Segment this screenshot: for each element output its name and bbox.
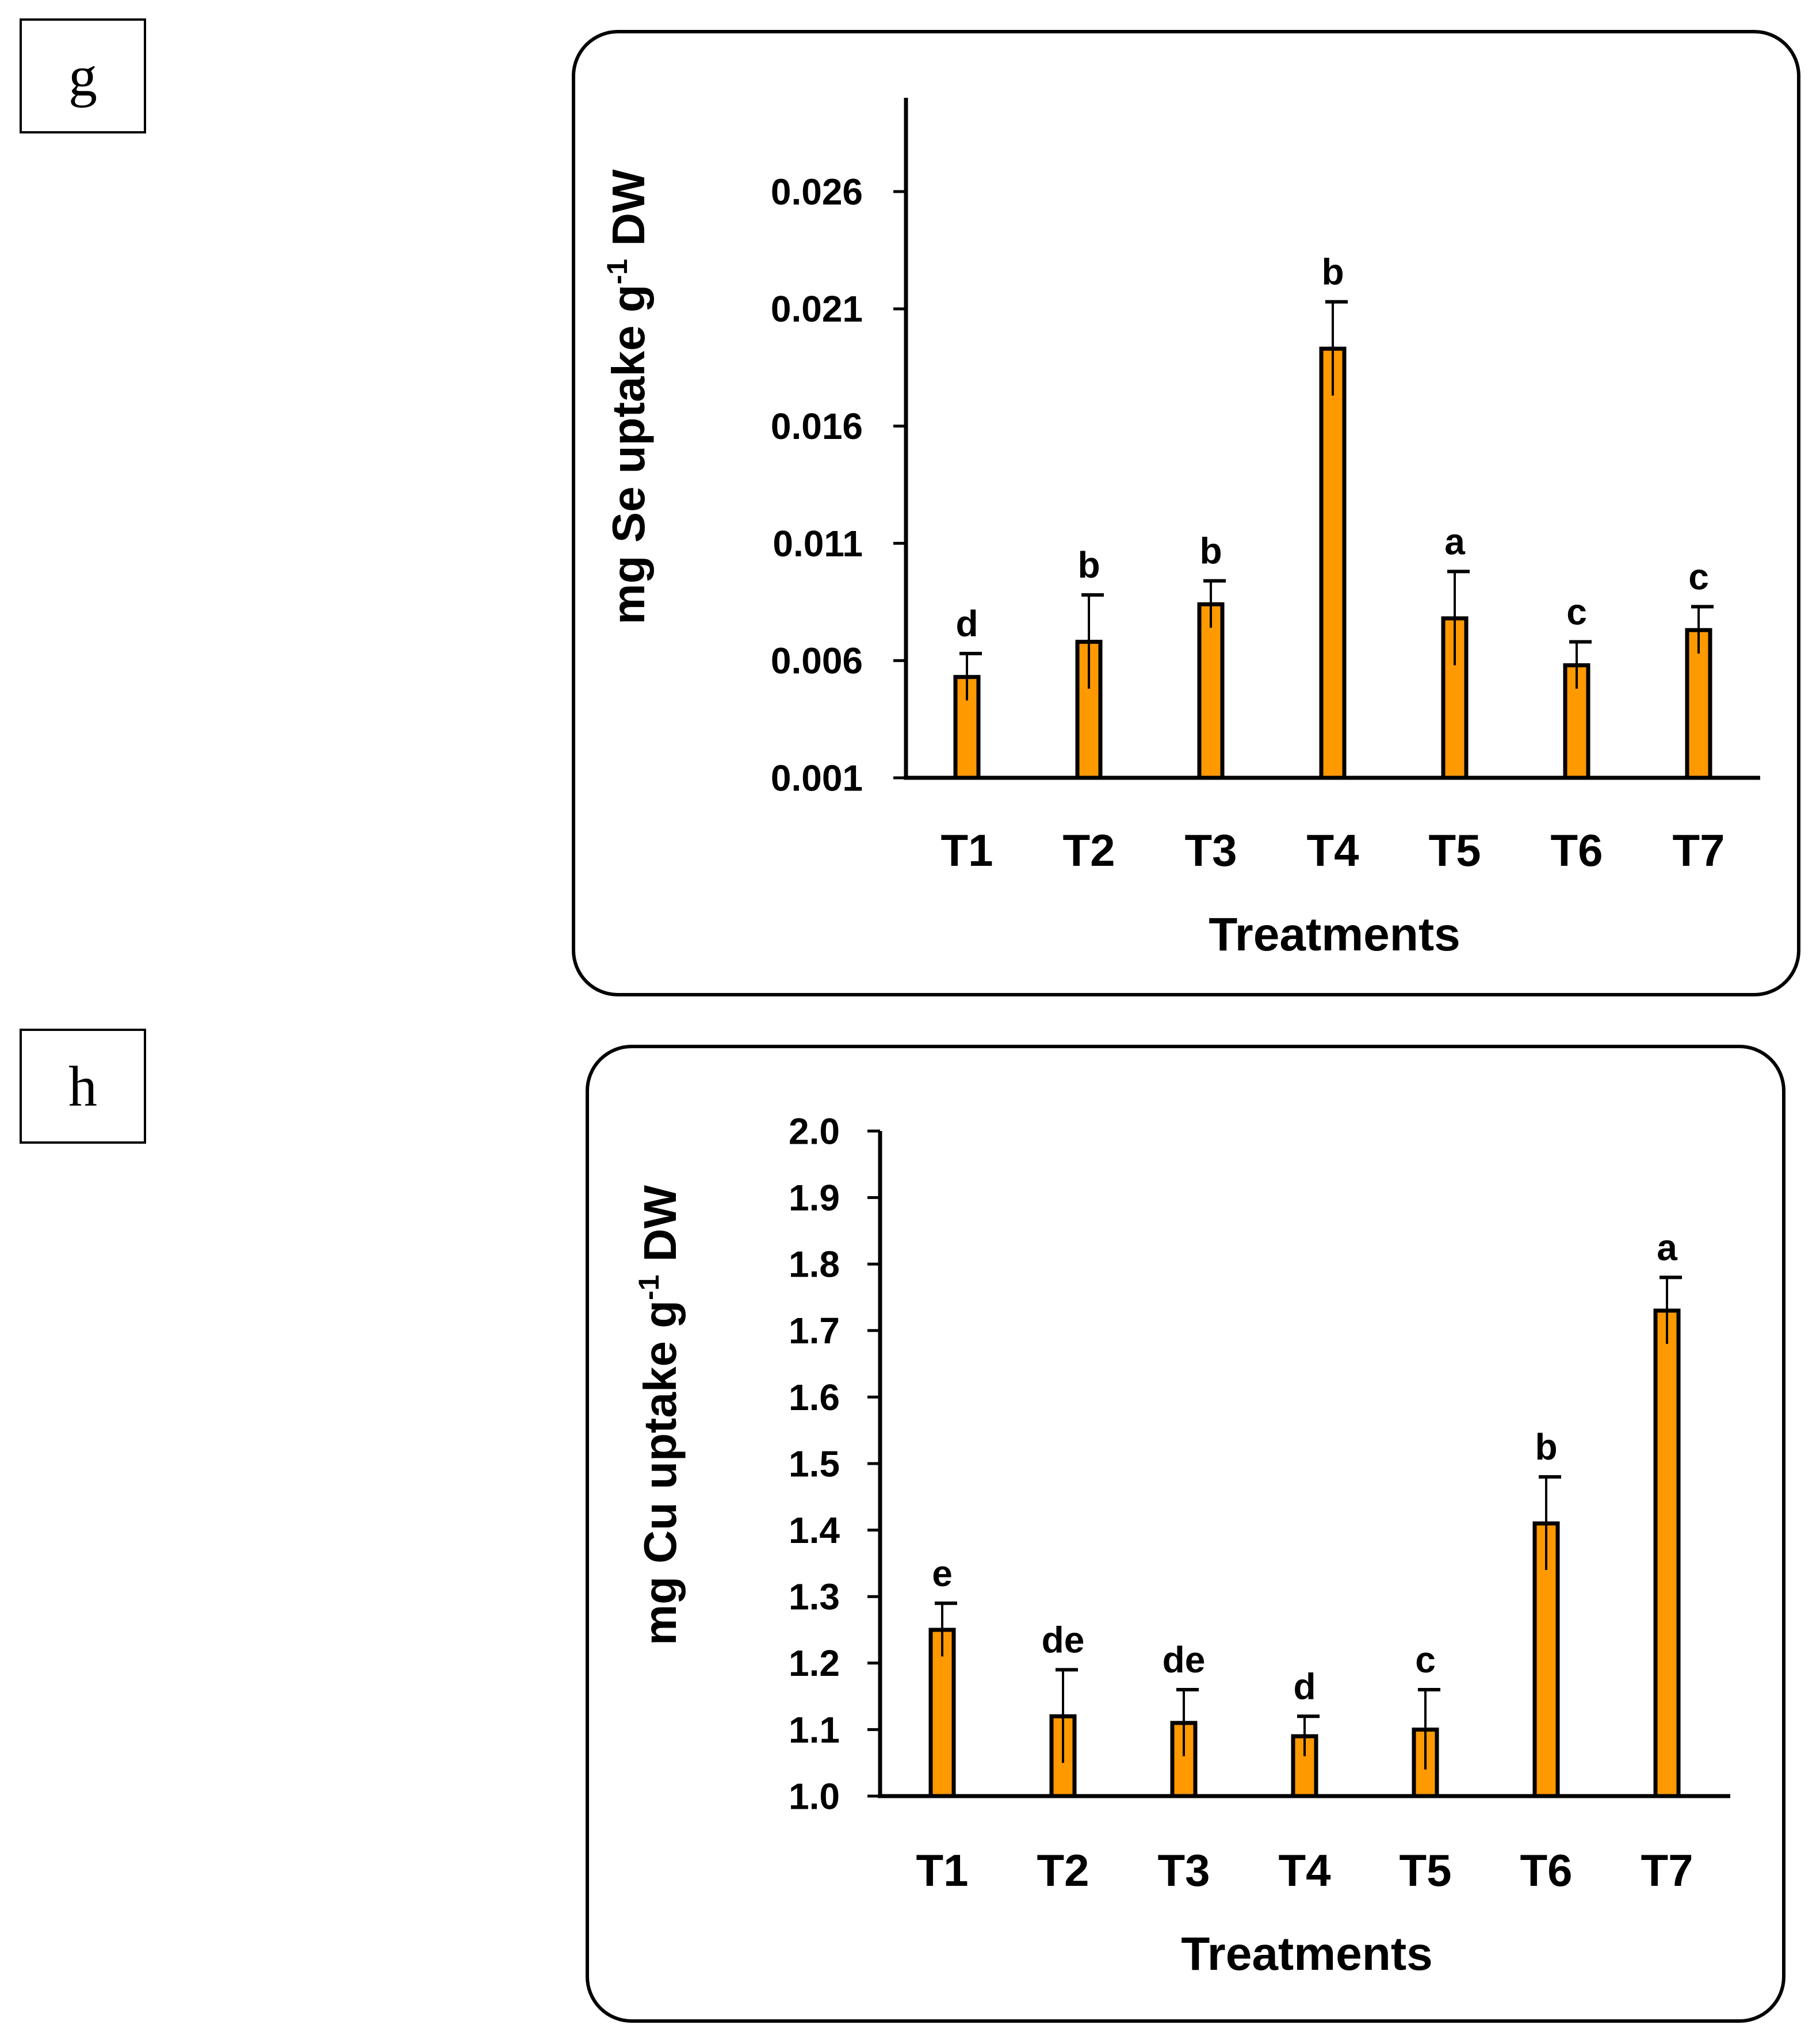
y-tick-label: 1.5 [789, 1443, 840, 1484]
significance-letter: b [1077, 544, 1100, 586]
panel-label-g: g [20, 18, 146, 133]
y-tick-label: 0.001 [771, 757, 863, 799]
y-tick-label: 1.0 [789, 1775, 840, 1817]
y-tick-label: 0.016 [771, 406, 863, 447]
y-tick-label: 0.006 [771, 640, 863, 682]
significance-letter: d [955, 603, 978, 644]
y-tick-label: 2.0 [789, 1110, 840, 1152]
bar-t7 [1653, 1308, 1681, 1798]
x-tick-label: T4 [1278, 1845, 1330, 1896]
significance-letter: b [1321, 251, 1344, 293]
y-tick-label: 1.7 [789, 1310, 840, 1351]
y-tick-label: 1.6 [789, 1377, 840, 1418]
significance-letter: a [1657, 1227, 1677, 1268]
y-axis-title: mg Cu uptake g-1 DW [633, 1185, 686, 1646]
x-tick-label: T3 [1184, 825, 1237, 876]
chart-frame-g [572, 30, 1800, 996]
x-tick-label: T5 [1428, 825, 1481, 876]
significance-letter: e [932, 1553, 953, 1594]
significance-letter: b [1199, 530, 1222, 572]
x-axis-title: Treatments [1209, 908, 1460, 961]
y-tick-label: 1.4 [789, 1510, 840, 1551]
significance-letter: c [1566, 591, 1587, 633]
y-tick-label: 1.1 [789, 1709, 840, 1751]
significance-letter: de [1163, 1639, 1206, 1680]
x-tick-label: T6 [1550, 825, 1603, 876]
y-tick-label: 1.9 [789, 1177, 840, 1218]
significance-letter: de [1042, 1619, 1085, 1660]
panel-label-h: h [20, 1029, 146, 1144]
significance-letter: b [1535, 1426, 1557, 1468]
x-tick-label: T7 [1641, 1845, 1693, 1896]
chart-frame-h [586, 1045, 1785, 2023]
y-tick-label: 0.021 [771, 288, 863, 330]
x-tick-label: T1 [940, 825, 993, 876]
x-tick-label: T2 [1062, 825, 1115, 876]
y-tick-label: 0.011 [773, 523, 863, 564]
x-tick-label: T5 [1399, 1845, 1451, 1896]
y-tick-label: 1.8 [789, 1244, 840, 1285]
y-axis-title: mg Se uptake g-1 DW [601, 169, 654, 625]
x-tick-label: T7 [1672, 825, 1725, 876]
x-tick-label: T2 [1037, 1845, 1089, 1896]
x-axis-title: Treatments [1181, 1928, 1433, 1980]
bar-t5 [1441, 616, 1469, 780]
significance-letter: c [1415, 1639, 1436, 1680]
x-tick-label: T4 [1306, 825, 1359, 876]
significance-letter: a [1444, 521, 1465, 562]
bar-t7 [1685, 628, 1712, 780]
x-tick-label: T1 [916, 1845, 968, 1896]
y-tick-label: 0.026 [771, 171, 863, 212]
significance-letter: c [1688, 556, 1709, 597]
y-tick-label: 1.2 [789, 1642, 840, 1684]
y-tick-label: 1.3 [789, 1576, 840, 1618]
significance-letter: d [1293, 1666, 1316, 1707]
bar-t4 [1319, 346, 1347, 780]
x-tick-label: T6 [1520, 1845, 1572, 1896]
x-tick-label: T3 [1157, 1845, 1210, 1896]
